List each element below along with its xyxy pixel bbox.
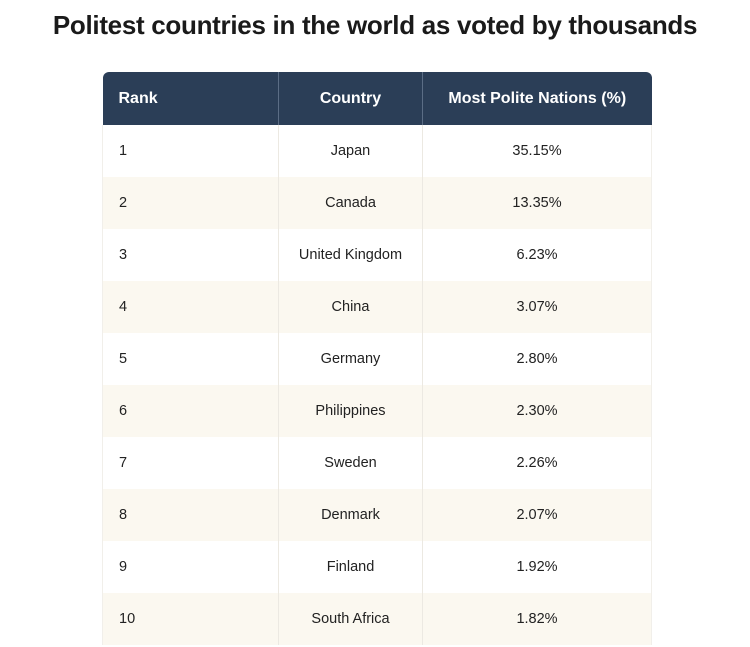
- cell-country: Philippines: [278, 385, 423, 437]
- column-header-percent: Most Polite Nations (%): [422, 72, 652, 125]
- table-row: 5 Germany 2.80%: [102, 333, 652, 385]
- column-header-rank: Rank: [102, 72, 279, 125]
- cell-rank: 7: [102, 437, 279, 489]
- cell-country: China: [278, 281, 423, 333]
- cell-rank: 9: [102, 541, 279, 593]
- cell-rank: 3: [102, 229, 279, 281]
- column-header-country: Country: [278, 72, 423, 125]
- cell-percent: 2.26%: [422, 437, 652, 489]
- cell-country: Finland: [278, 541, 423, 593]
- cell-rank: 8: [102, 489, 279, 541]
- cell-percent: 1.82%: [422, 593, 652, 645]
- cell-rank: 5: [102, 333, 279, 385]
- cell-country: Japan: [278, 125, 423, 177]
- cell-country: Germany: [278, 333, 423, 385]
- polite-countries-table: Rank Country Most Polite Nations (%) 1 Japa…: [102, 72, 652, 645]
- table-header-row: Rank Country Most Polite Nations (%): [102, 72, 652, 125]
- cell-country: United Kingdom: [278, 229, 423, 281]
- cell-percent: 13.35%: [422, 177, 652, 229]
- cell-percent: 3.07%: [422, 281, 652, 333]
- cell-percent: 2.07%: [422, 489, 652, 541]
- table-row: 1 Japan 35.15%: [102, 125, 652, 177]
- cell-country: Canada: [278, 177, 423, 229]
- table-row: 6 Philippines 2.30%: [102, 385, 652, 437]
- table-row: 9 Finland 1.92%: [102, 541, 652, 593]
- table-row: 3 United Kingdom 6.23%: [102, 229, 652, 281]
- table-row: 4 China 3.07%: [102, 281, 652, 333]
- table-row: 2 Canada 13.35%: [102, 177, 652, 229]
- table-row: 8 Denmark 2.07%: [102, 489, 652, 541]
- cell-percent: 6.23%: [422, 229, 652, 281]
- cell-percent: 1.92%: [422, 541, 652, 593]
- page-title: Politest countries in the world as voted…: [52, 10, 698, 40]
- cell-rank: 4: [102, 281, 279, 333]
- cell-rank: 6: [102, 385, 279, 437]
- cell-rank: 10: [102, 593, 279, 645]
- cell-percent: 2.30%: [422, 385, 652, 437]
- cell-rank: 1: [102, 125, 279, 177]
- cell-country: Denmark: [278, 489, 423, 541]
- cell-percent: 2.80%: [422, 333, 652, 385]
- cell-country: South Africa: [278, 593, 423, 645]
- cell-rank: 2: [102, 177, 279, 229]
- cell-percent: 35.15%: [422, 125, 652, 177]
- table-row: 10 South Africa 1.82%: [102, 593, 652, 645]
- cell-country: Sweden: [278, 437, 423, 489]
- table-row: 7 Sweden 2.26%: [102, 437, 652, 489]
